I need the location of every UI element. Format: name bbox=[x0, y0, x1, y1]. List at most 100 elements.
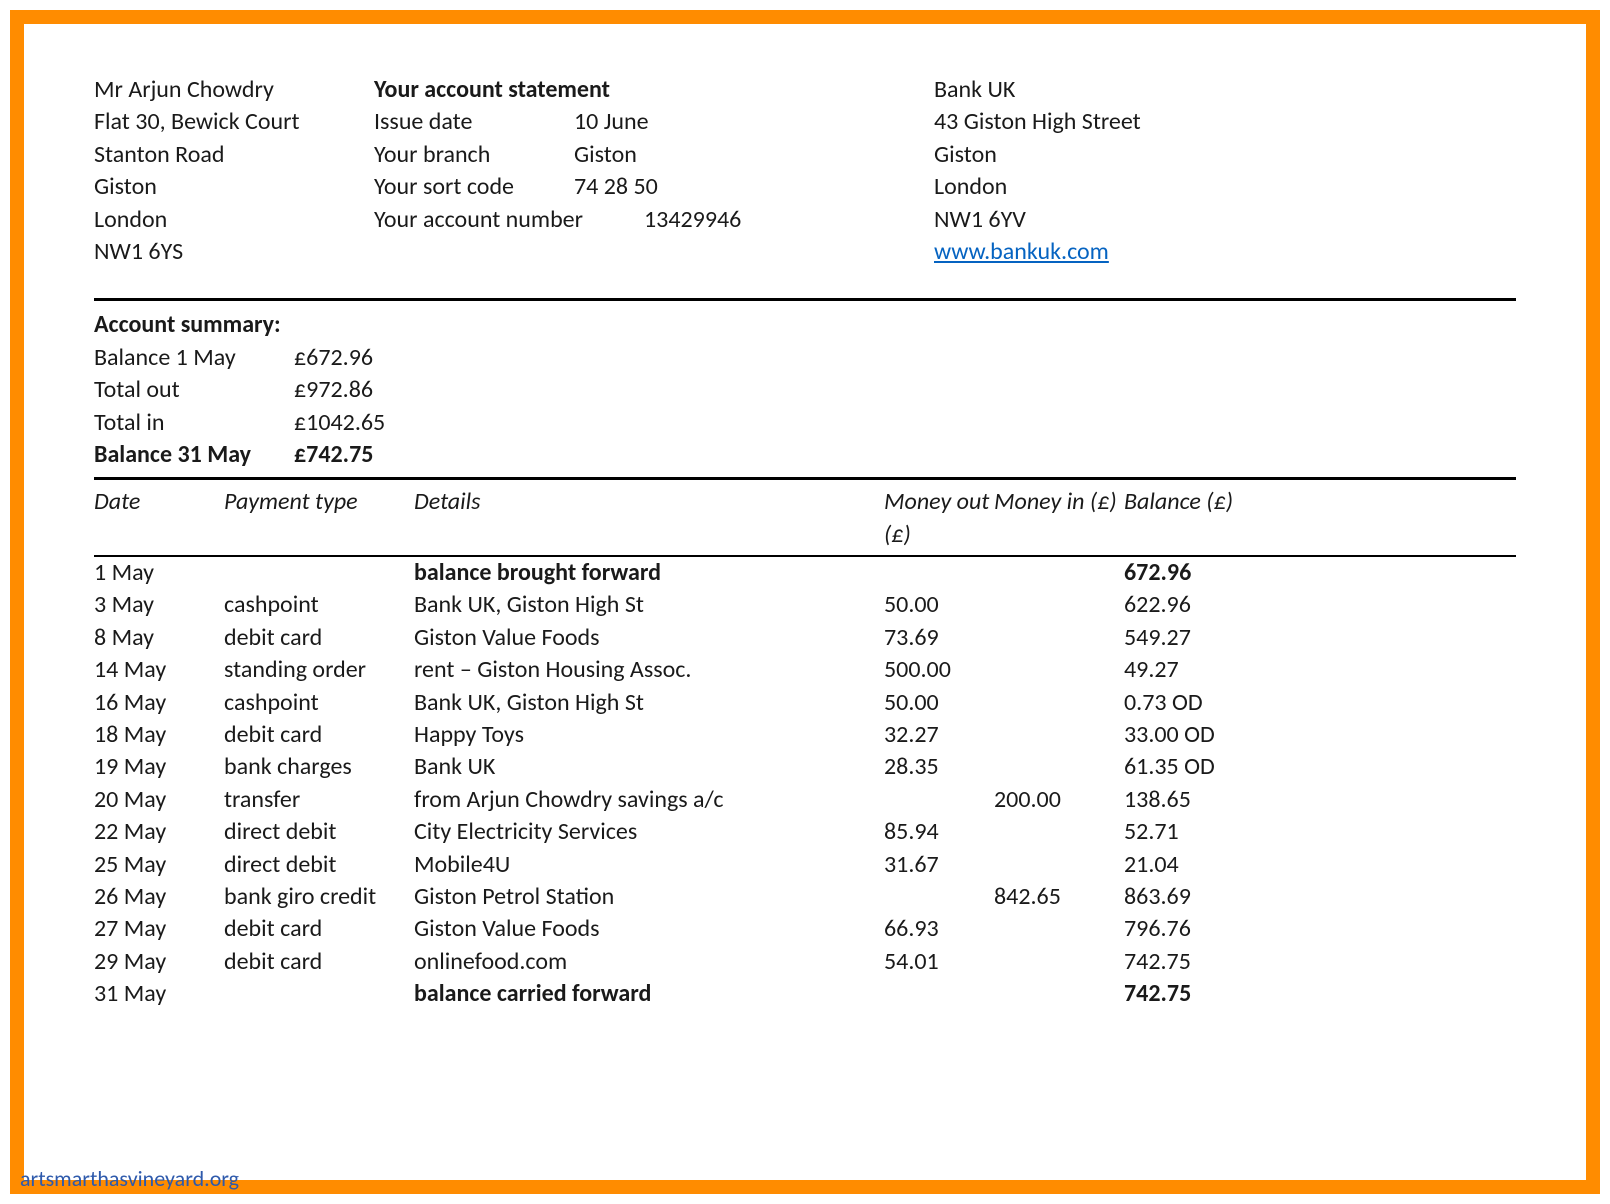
total-in-value: £1042.65 bbox=[294, 407, 385, 439]
col-type: Payment type bbox=[224, 486, 414, 551]
bank-url-link[interactable]: www.bankuk.com bbox=[934, 237, 1109, 266]
cell-money-in bbox=[994, 589, 1124, 621]
cell-details: Bank UK bbox=[414, 751, 884, 783]
cell-date: 3 May bbox=[94, 589, 224, 621]
col-bal: Balance (£) bbox=[1124, 486, 1516, 551]
sortcode-value: 74 28 50 bbox=[574, 171, 658, 203]
cell-money-out: 54.01 bbox=[884, 946, 994, 978]
table-row: 18 Maydebit cardHappy Toys32.2733.00 OD bbox=[94, 719, 1516, 751]
cell-details: Happy Toys bbox=[414, 719, 884, 751]
table-row: 3 MaycashpointBank UK, Giston High St50.… bbox=[94, 589, 1516, 621]
cell-balance: 863.69 bbox=[1124, 881, 1516, 913]
statement-frame: Mr Arjun Chowdry Flat 30, Bewick Court S… bbox=[10, 10, 1600, 1194]
table-row: 20 Maytransferfrom Arjun Chowdry savings… bbox=[94, 784, 1516, 816]
addressee-line2: Stanton Road bbox=[94, 139, 374, 171]
cell-date: 1 May bbox=[94, 557, 224, 589]
col-out: Money out (£) bbox=[884, 486, 994, 551]
cell-balance: 49.27 bbox=[1124, 654, 1516, 686]
branch-label: Your branch bbox=[374, 139, 574, 171]
bank-postcode: NW1 6YV bbox=[934, 204, 1516, 236]
cell-money-in bbox=[994, 913, 1124, 945]
table-row: 25 Maydirect debitMobile4U31.6721.04 bbox=[94, 849, 1516, 881]
table-row: 26 Maybank giro creditGiston Petrol Stat… bbox=[94, 881, 1516, 913]
cell-type: debit card bbox=[224, 946, 414, 978]
cell-money-in bbox=[994, 816, 1124, 848]
cell-date: 29 May bbox=[94, 946, 224, 978]
table-row: 1 May balance brought forward 672.96 bbox=[94, 557, 1516, 589]
cell-type: debit card bbox=[224, 622, 414, 654]
account-summary: Account summary: Balance 1 May £672.96 T… bbox=[94, 309, 1516, 471]
cell-date: 20 May bbox=[94, 784, 224, 816]
cell-type: bank charges bbox=[224, 751, 414, 783]
cell-money-in bbox=[994, 654, 1124, 686]
cell-type: debit card bbox=[224, 719, 414, 751]
addressee-line3: Giston bbox=[94, 171, 374, 203]
cell-money-in bbox=[994, 946, 1124, 978]
cell-details: rent – Giston Housing Assoc. bbox=[414, 654, 884, 686]
table-row: 29 Maydebit cardonlinefood.com54.01742.7… bbox=[94, 946, 1516, 978]
cell-type: bank giro credit bbox=[224, 881, 414, 913]
cell-details: Mobile4U bbox=[414, 849, 884, 881]
cell-balance: 138.65 bbox=[1124, 784, 1516, 816]
bank-line1: 43 Giston High Street bbox=[934, 106, 1516, 138]
total-in-label: Total in bbox=[94, 407, 294, 439]
cell-balance: 622.96 bbox=[1124, 589, 1516, 621]
cell-money-in bbox=[994, 849, 1124, 881]
bal-open-value: £672.96 bbox=[294, 342, 373, 374]
cell-money-out: 85.94 bbox=[884, 816, 994, 848]
cell-type: direct debit bbox=[224, 849, 414, 881]
cell-details: Giston Petrol Station bbox=[414, 881, 884, 913]
table-header-row: Date Payment type Details Money out (£) … bbox=[94, 480, 1516, 555]
col-details: Details bbox=[414, 486, 884, 551]
sortcode-label: Your sort code bbox=[374, 171, 574, 203]
header: Mr Arjun Chowdry Flat 30, Bewick Court S… bbox=[94, 74, 1516, 268]
table-row: 8 Maydebit cardGiston Value Foods73.6954… bbox=[94, 622, 1516, 654]
table-row: 27 Maydebit cardGiston Value Foods66.937… bbox=[94, 913, 1516, 945]
cell-type: direct debit bbox=[224, 816, 414, 848]
cell-money-out bbox=[884, 881, 994, 913]
cell-type bbox=[224, 557, 414, 589]
table-row: 22 Maydirect debitCity Electricity Servi… bbox=[94, 816, 1516, 848]
cell-date: 16 May bbox=[94, 687, 224, 719]
bal-close-label: Balance 31 May bbox=[94, 439, 294, 471]
cell-details: from Arjun Chowdry savings a/c bbox=[414, 784, 884, 816]
table-row: 19 Maybank chargesBank UK28.3561.35 OD bbox=[94, 751, 1516, 783]
cell-money-in bbox=[994, 622, 1124, 654]
bank-name: Bank UK bbox=[934, 74, 1516, 106]
cell-money-in bbox=[994, 687, 1124, 719]
cell-details: balance carried forward bbox=[414, 978, 884, 1010]
cell-date: 19 May bbox=[94, 751, 224, 783]
cell-money-in: 200.00 bbox=[994, 784, 1124, 816]
issue-date-value: 10 June bbox=[574, 106, 649, 138]
cell-balance: 672.96 bbox=[1124, 557, 1516, 589]
cell-date: 27 May bbox=[94, 913, 224, 945]
bal-close-value: £742.75 bbox=[294, 439, 373, 471]
issue-date-label: Issue date bbox=[374, 106, 574, 138]
cell-type: cashpoint bbox=[224, 589, 414, 621]
cell-date: 22 May bbox=[94, 816, 224, 848]
col-date: Date bbox=[94, 486, 224, 551]
table-row: 31 May balance carried forward 742.75 bbox=[94, 978, 1516, 1010]
cell-details: onlinefood.com bbox=[414, 946, 884, 978]
cell-date: 25 May bbox=[94, 849, 224, 881]
account-block: Your account statement Issue date 10 Jun… bbox=[374, 74, 934, 268]
table-row: 16 MaycashpointBank UK, Giston High St50… bbox=[94, 687, 1516, 719]
acctnum-label: Your account number bbox=[374, 204, 644, 236]
cell-balance: 0.73 OD bbox=[1124, 687, 1516, 719]
acctnum-value: 13429946 bbox=[644, 204, 741, 236]
cell-type: standing order bbox=[224, 654, 414, 686]
total-out-label: Total out bbox=[94, 374, 294, 406]
cell-type: transfer bbox=[224, 784, 414, 816]
table-body: 1 Maybalance brought forward672.963 Mayc… bbox=[94, 557, 1516, 1010]
cell-money-out: 28.35 bbox=[884, 751, 994, 783]
cell-balance: 742.75 bbox=[1124, 978, 1516, 1010]
cell-date: 31 May bbox=[94, 978, 224, 1010]
cell-balance: 21.04 bbox=[1124, 849, 1516, 881]
cell-details: balance brought forward bbox=[414, 557, 884, 589]
cell-money-out bbox=[884, 978, 994, 1010]
addressee-line1: Flat 30, Bewick Court bbox=[94, 106, 374, 138]
cell-money-in: 842.65 bbox=[994, 881, 1124, 913]
table-row: 14 Maystanding orderrent – Giston Housin… bbox=[94, 654, 1516, 686]
cell-money-in bbox=[994, 978, 1124, 1010]
cell-details: Giston Value Foods bbox=[414, 622, 884, 654]
